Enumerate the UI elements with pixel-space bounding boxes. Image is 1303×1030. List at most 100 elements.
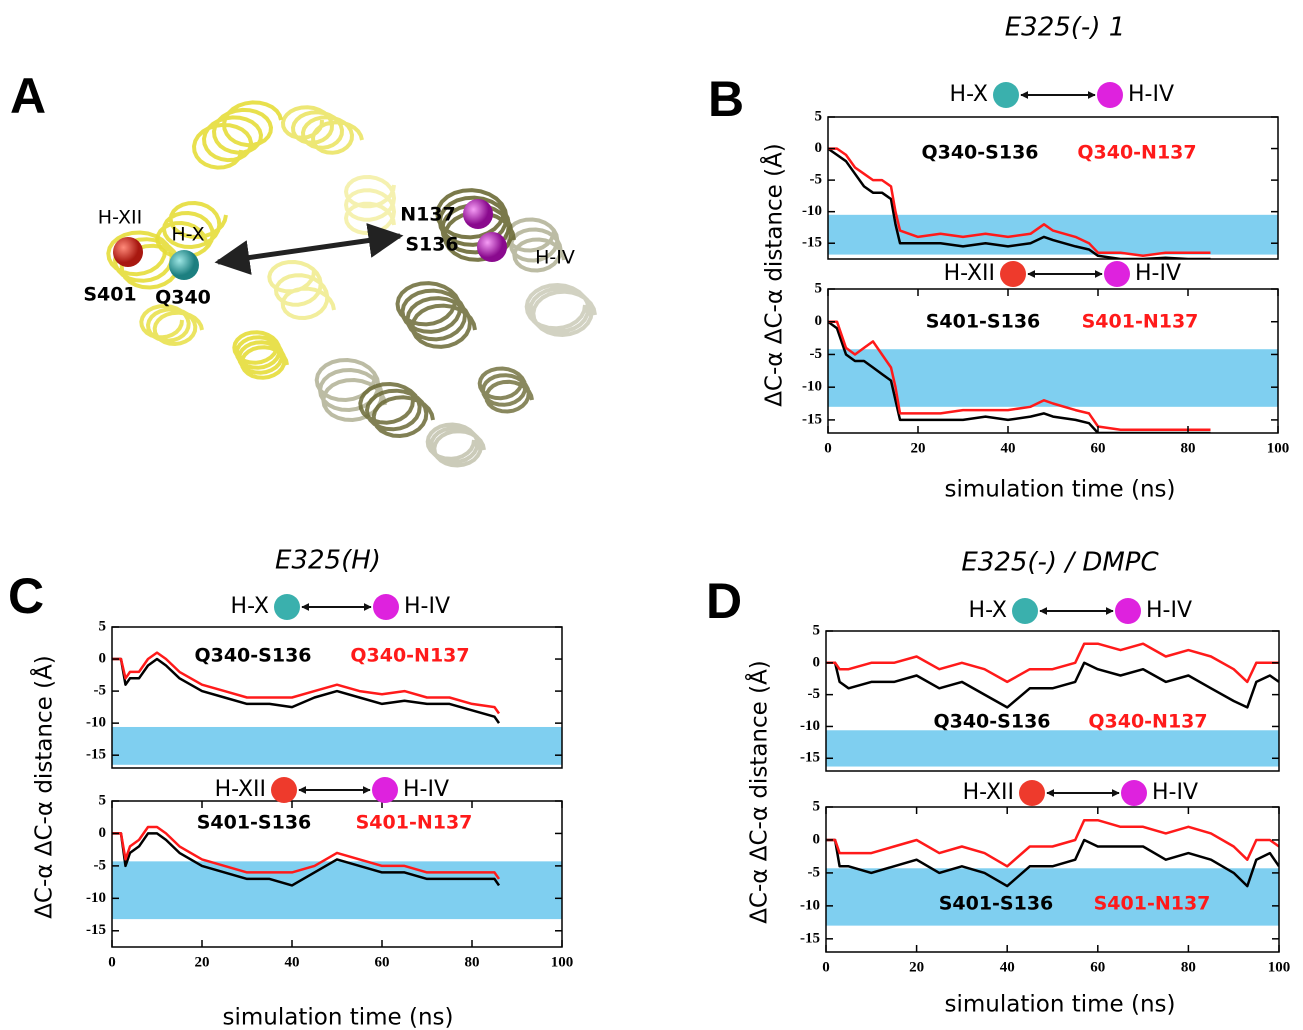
- plot-frame: [827, 288, 1279, 434]
- series-line: [828, 147, 1211, 258]
- pair-label: H-IV: [1128, 82, 1174, 107]
- structure-label: S136: [405, 234, 458, 256]
- pair-label: H-X: [231, 594, 269, 619]
- pair-label: H-XII: [944, 261, 995, 286]
- shaded-range: [828, 214, 1278, 255]
- x-tick-label: 80: [465, 954, 480, 970]
- y-tick-label: -15: [800, 750, 820, 766]
- pair-label: H-IV: [1135, 261, 1181, 286]
- series-line: [112, 657, 501, 724]
- pair-marker: [1115, 598, 1141, 624]
- arrow: [214, 223, 404, 275]
- pair-marker: [274, 594, 300, 620]
- series-label: S401-N137: [1094, 893, 1211, 915]
- shaded-range: [112, 726, 562, 765]
- y-tick-label: 5: [815, 280, 823, 296]
- series-label: Q340-S136: [194, 645, 311, 667]
- y-tick-label: 0: [813, 654, 821, 670]
- helix: [314, 357, 387, 423]
- helix: [435, 188, 516, 262]
- series-label: S401-N137: [356, 812, 473, 834]
- pair-marker: [1121, 780, 1147, 806]
- x-axis-label: simulation time (ns): [223, 1005, 454, 1030]
- structure-label: H-IV: [535, 247, 575, 269]
- plot-frame: [825, 806, 1280, 953]
- y-tick-label: 0: [815, 313, 823, 329]
- x-tick-label: 20: [911, 440, 926, 456]
- y-tick-label: -15: [802, 411, 822, 427]
- x-tick-label: 40: [285, 954, 300, 970]
- plot-frame: [111, 800, 563, 948]
- helix: [343, 174, 397, 236]
- pair-label: H-X: [969, 598, 1007, 623]
- series-label: Q340-N137: [350, 645, 469, 667]
- y-tick-label: -10: [802, 203, 822, 219]
- series-label: Q340-S136: [933, 711, 1050, 733]
- series-label: S401-S136: [939, 893, 1054, 915]
- series-label: Q340-N137: [1088, 711, 1207, 733]
- pair-marker: [1000, 261, 1026, 287]
- helix: [191, 100, 283, 170]
- helix: [232, 330, 289, 380]
- pair-label: H-XII: [215, 777, 266, 802]
- y-tick-label: -15: [802, 235, 822, 251]
- x-tick-label: 40: [1001, 440, 1016, 456]
- pair-label: H-IV: [403, 777, 449, 802]
- pair-label: H-X: [950, 82, 988, 107]
- helix: [106, 230, 187, 290]
- y-tick-label: 0: [99, 825, 107, 841]
- atom: [463, 199, 493, 229]
- series-line: [826, 818, 1279, 868]
- shaded-range: [826, 868, 1279, 926]
- y-axis-label: ΔC-α ΔC-α distance (Å): [30, 655, 58, 919]
- y-tick-label: -5: [94, 857, 107, 873]
- y-tick-label: -5: [810, 346, 823, 362]
- y-tick-label: 5: [813, 798, 821, 814]
- y-tick-label: -15: [86, 747, 106, 763]
- y-tick-label: -10: [800, 897, 820, 913]
- chart: Q340-S136 Q340-N137 5 0 -5 -10 -15 H-X H-IV B E325…: [708, 13, 1279, 407]
- pair-label: H-XII: [963, 780, 1014, 805]
- pair-label: H-IV: [404, 594, 450, 619]
- panel-letter: D: [706, 573, 742, 629]
- x-tick-label: 100: [1267, 440, 1290, 456]
- panel-letter: B: [708, 71, 744, 127]
- series-line: [826, 838, 1279, 888]
- helix: [280, 105, 364, 155]
- pair-marker: [1019, 780, 1045, 806]
- y-tick-label: -10: [802, 379, 822, 395]
- series-line: [828, 320, 1211, 433]
- pair-marker: [373, 594, 399, 620]
- y-tick-label: -10: [800, 718, 820, 734]
- x-axis-label: simulation time (ns): [945, 477, 1176, 503]
- helix: [139, 303, 204, 347]
- helix: [267, 259, 336, 321]
- panel-letter: C: [8, 568, 44, 624]
- y-tick-label: 5: [99, 618, 107, 634]
- y-tick-label: -10: [86, 715, 106, 731]
- y-tick-label: 0: [815, 140, 823, 156]
- series-label: S401-N137: [1082, 311, 1199, 333]
- plot-frame: [825, 630, 1280, 772]
- pair-marker: [271, 777, 297, 803]
- plot-frame: [111, 626, 563, 769]
- x-tick-label: 60: [1091, 440, 1106, 456]
- pair-marker: [372, 777, 398, 803]
- x-tick-label: 100: [551, 954, 574, 970]
- series-label: S401-S136: [197, 812, 312, 834]
- series-label: Q340-N137: [1077, 142, 1196, 164]
- pair-marker: [1012, 598, 1038, 624]
- x-axis-label: simulation time (ns): [945, 992, 1176, 1018]
- structure-panel: A H-XII H-X S401 Q340 N137 S136 H-IV: [10, 68, 597, 468]
- y-axis-label: ΔC-α ΔC-α distance (Å): [760, 143, 788, 407]
- shaded-range: [112, 861, 562, 920]
- series-label: Q340-S136: [921, 142, 1038, 164]
- shaded-range: [826, 730, 1279, 767]
- x-tick-label: 80: [1181, 440, 1196, 456]
- panel-title: E325(-) / DMPC: [961, 548, 1159, 578]
- series-line: [112, 825, 501, 880]
- y-tick-label: -5: [808, 864, 821, 880]
